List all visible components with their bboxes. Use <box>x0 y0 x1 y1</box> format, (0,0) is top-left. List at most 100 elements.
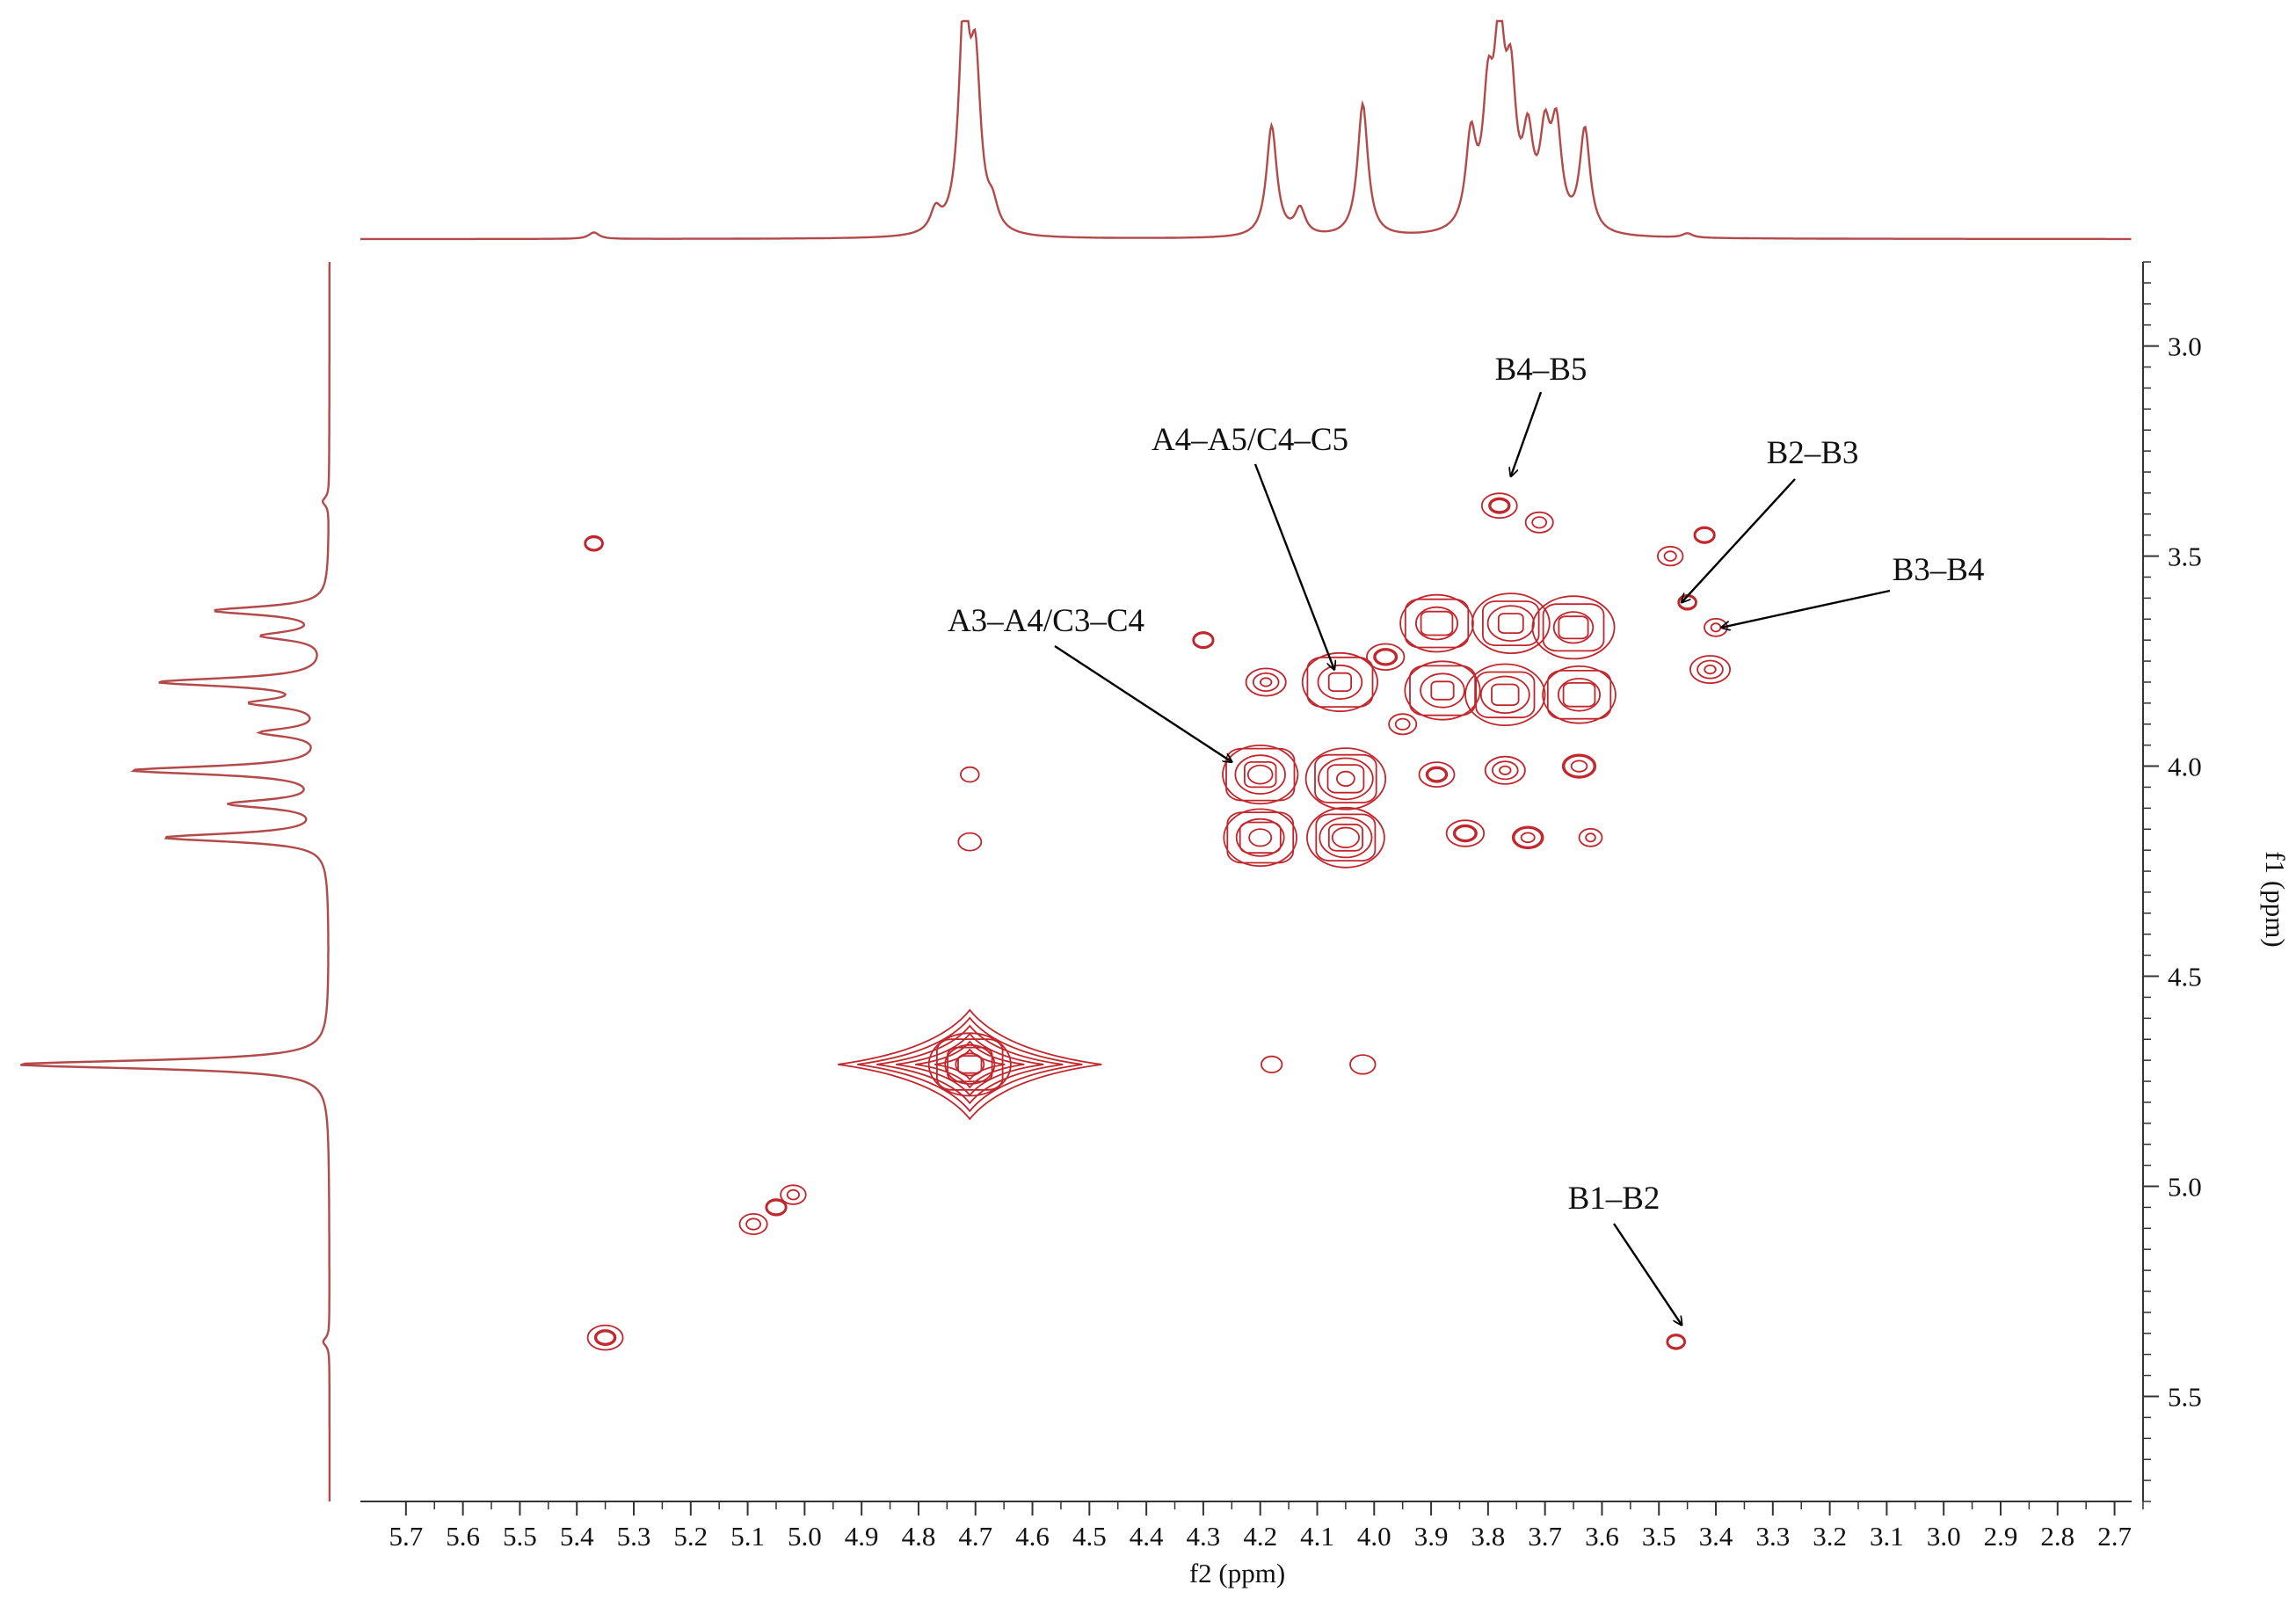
annotation-label: A4–A5/C4–C5 <box>1152 422 1348 458</box>
cross-peak <box>1404 660 1481 721</box>
x-tick-label: 4.3 <box>1187 1521 1221 1552</box>
contour-level <box>1314 753 1377 803</box>
contour-level <box>1261 1055 1283 1074</box>
y-tick-label: 3.5 <box>2168 542 2202 572</box>
contour-level <box>1193 632 1214 648</box>
cross-peak <box>1531 595 1616 660</box>
contour-level <box>1663 550 1677 562</box>
y-tick-label: 4.0 <box>2168 752 2202 782</box>
contour-level <box>934 1048 1006 1081</box>
cross-peak <box>1561 753 1597 779</box>
contour-level <box>1511 825 1544 850</box>
cross-peak <box>1245 667 1287 697</box>
y-tick-label: 5.5 <box>2168 1382 2202 1413</box>
x-tick-label: 5.6 <box>446 1521 480 1552</box>
contour-level <box>1306 806 1385 869</box>
cross-peak <box>1666 1334 1686 1350</box>
annotation-label: B3–B4 <box>1893 552 1985 588</box>
contour-level <box>1454 825 1477 841</box>
contour-level <box>1656 545 1684 567</box>
contour-level <box>1394 717 1411 731</box>
contour-level <box>1542 603 1605 652</box>
contour-level <box>1326 764 1365 794</box>
contour-level <box>1315 813 1377 862</box>
cross-peak <box>1349 1054 1377 1075</box>
x-tick-label: 2.8 <box>2040 1521 2074 1552</box>
y-axis: 3.0 3.5 4.0 4.5 5.0 5.5 <box>2142 261 2202 1502</box>
annotation: B3–B4 <box>1722 552 1985 628</box>
contour-level <box>1678 595 1697 609</box>
contour-level <box>1694 527 1715 543</box>
contour-level <box>1245 667 1287 697</box>
annotation-arrow <box>1054 644 1232 762</box>
contour-level <box>1404 660 1481 721</box>
contour-level <box>1306 656 1374 708</box>
contour-level <box>947 1046 993 1083</box>
contour-level <box>1365 643 1406 672</box>
contour-level <box>1499 765 1512 775</box>
contour-level <box>1570 760 1588 773</box>
contour-level <box>1452 824 1478 843</box>
contour-level <box>955 1052 985 1077</box>
x-tick-label: 4.1 <box>1300 1521 1334 1552</box>
x-tick-label: 3.6 <box>1585 1521 1619 1552</box>
contour-level <box>1319 817 1373 859</box>
contour-level <box>1667 1334 1685 1349</box>
contour-level <box>957 832 983 852</box>
x-tick-label: 3.4 <box>1699 1521 1733 1552</box>
annotation-arrow <box>1682 478 1796 602</box>
cross-peak <box>1693 526 1716 544</box>
contour-level <box>584 534 604 552</box>
contour-level <box>586 1324 624 1351</box>
contour-level <box>1704 664 1717 675</box>
contour-level <box>1239 821 1282 854</box>
x-tick-label: 5.5 <box>503 1521 537 1552</box>
contour-level <box>960 766 980 783</box>
annotation: A3–A4/C3–C4 <box>948 603 1232 762</box>
contour-level <box>585 536 603 550</box>
cross-peak <box>738 1213 768 1236</box>
contour-level <box>1252 672 1280 693</box>
contour-level <box>1497 613 1524 635</box>
x-tick-label: 2.9 <box>1984 1521 2018 1552</box>
contour-level <box>1562 682 1596 708</box>
x-tick-label: 3.2 <box>1813 1521 1847 1552</box>
f2-projection-spectrum <box>360 19 2132 241</box>
cross-peak <box>1223 808 1297 868</box>
contour-level <box>1542 665 1617 724</box>
contour-level <box>1710 622 1722 633</box>
contour-level <box>1552 611 1595 644</box>
contour-level <box>1425 766 1449 783</box>
contour-level <box>1409 665 1476 716</box>
contour-level <box>1480 492 1518 520</box>
x-tick-label: 2.7 <box>2097 1521 2132 1552</box>
x-tick-label: 5.2 <box>673 1521 708 1552</box>
contour-level <box>1301 651 1379 713</box>
x-tick-label: 4.8 <box>902 1521 936 1552</box>
contour-level <box>1464 663 1546 726</box>
cross-peak <box>765 1198 788 1217</box>
cross-peak <box>1578 827 1603 847</box>
cross-peak <box>1301 651 1379 713</box>
contour-level <box>1420 610 1454 636</box>
f1-projection-trace <box>20 262 331 1501</box>
contour-level <box>593 1329 617 1347</box>
contour-level <box>1585 832 1596 843</box>
y-tick-label: 5.0 <box>2168 1172 2202 1203</box>
x-tick-label: 4.5 <box>1072 1521 1107 1552</box>
contour-level <box>1327 823 1364 852</box>
x-tick-label: 5.0 <box>788 1521 822 1552</box>
contour-level <box>1488 497 1511 514</box>
cross-peak <box>1306 806 1385 869</box>
x-tick-label: 3.0 <box>1927 1521 1961 1552</box>
contour-level <box>896 1032 1044 1097</box>
contour-level <box>1318 757 1374 801</box>
contour-level <box>1420 672 1465 709</box>
annotation: A4–A5/C4–C5 <box>1152 422 1348 670</box>
cross-peak <box>1445 819 1486 847</box>
cross-peak <box>1471 592 1551 654</box>
annotation: B1–B2 <box>1568 1181 1682 1325</box>
cross-peak <box>1304 747 1387 810</box>
diagonal-peak-diamond <box>838 1008 1102 1121</box>
cross-peak <box>1222 744 1299 805</box>
